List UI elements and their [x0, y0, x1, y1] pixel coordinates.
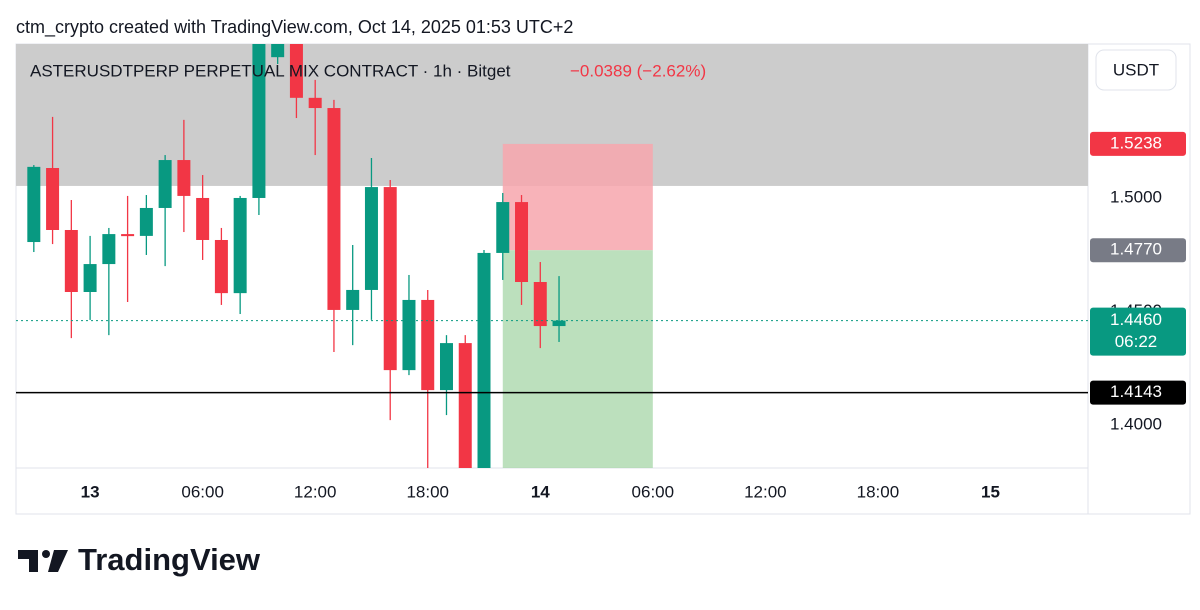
entry-label: 1.4770 [1110, 240, 1162, 259]
logo: TradingView [78, 542, 261, 577]
candle-body [458, 343, 472, 468]
candle-body [421, 299, 435, 391]
x-tick-label: 15 [981, 482, 1000, 501]
candle-body [177, 160, 191, 196]
x-tick-label: 12:00 [744, 482, 787, 501]
candle-body [214, 239, 228, 294]
stop-label: 1.5238 [1110, 133, 1162, 152]
candle-body [533, 282, 547, 327]
x-tick-label: 18:00 [406, 482, 449, 501]
candle-body [139, 207, 153, 236]
candle-body [346, 289, 360, 310]
y-tick-label: 1.4000 [1110, 415, 1162, 434]
last-price: 1.4460 [1110, 310, 1162, 329]
stop-label-badge [1090, 131, 1186, 156]
candle-body [402, 299, 416, 371]
candle-body [477, 252, 491, 468]
x-tick-label: 14 [531, 482, 550, 501]
level-label: 1.4143 [1110, 382, 1162, 401]
last-price-badge [1090, 307, 1186, 356]
candle-body [83, 264, 97, 292]
y-tick-label: 1.5000 [1110, 187, 1162, 206]
currency-button[interactable] [1095, 49, 1177, 91]
candle-body [46, 167, 60, 230]
candle-body [496, 202, 510, 253]
candle-body [233, 197, 247, 294]
candle-body [64, 229, 78, 292]
candle-body [102, 234, 116, 265]
target-zone [502, 250, 653, 468]
legend-change: −0.0389 (−2.62%) [570, 61, 706, 80]
candle-body [252, 44, 266, 198]
candle-body [27, 166, 41, 243]
entry-label-badge [1090, 238, 1186, 263]
candle-body [383, 187, 397, 371]
candle-body [271, 44, 285, 58]
candle-body [439, 343, 453, 391]
candle-body [289, 44, 303, 98]
x-tick-label: 12:00 [294, 482, 337, 501]
candle-body [308, 97, 322, 109]
countdown: 06:22 [1115, 332, 1158, 351]
x-tick-label: 06:00 [632, 482, 675, 501]
attribution: ctm_crypto created with TradingView.com,… [16, 17, 573, 38]
candle-body [515, 202, 529, 283]
candle-body [196, 197, 210, 240]
candle-body [158, 160, 172, 208]
legend-title: ASTERUSDTPERP PERPETUAL MIX CONTRACT · 1… [30, 61, 511, 80]
candle-body [552, 320, 566, 327]
level-label-badge [1090, 380, 1186, 405]
logo-icon [18, 550, 68, 572]
x-tick-label: 13 [81, 482, 100, 501]
candle-body [121, 234, 135, 237]
candle-body [364, 187, 378, 290]
candle-body [327, 108, 341, 310]
x-tick-label: 18:00 [857, 482, 900, 501]
x-tick-label: 06:00 [181, 482, 224, 501]
currency[interactable]: USDT [1113, 60, 1159, 79]
